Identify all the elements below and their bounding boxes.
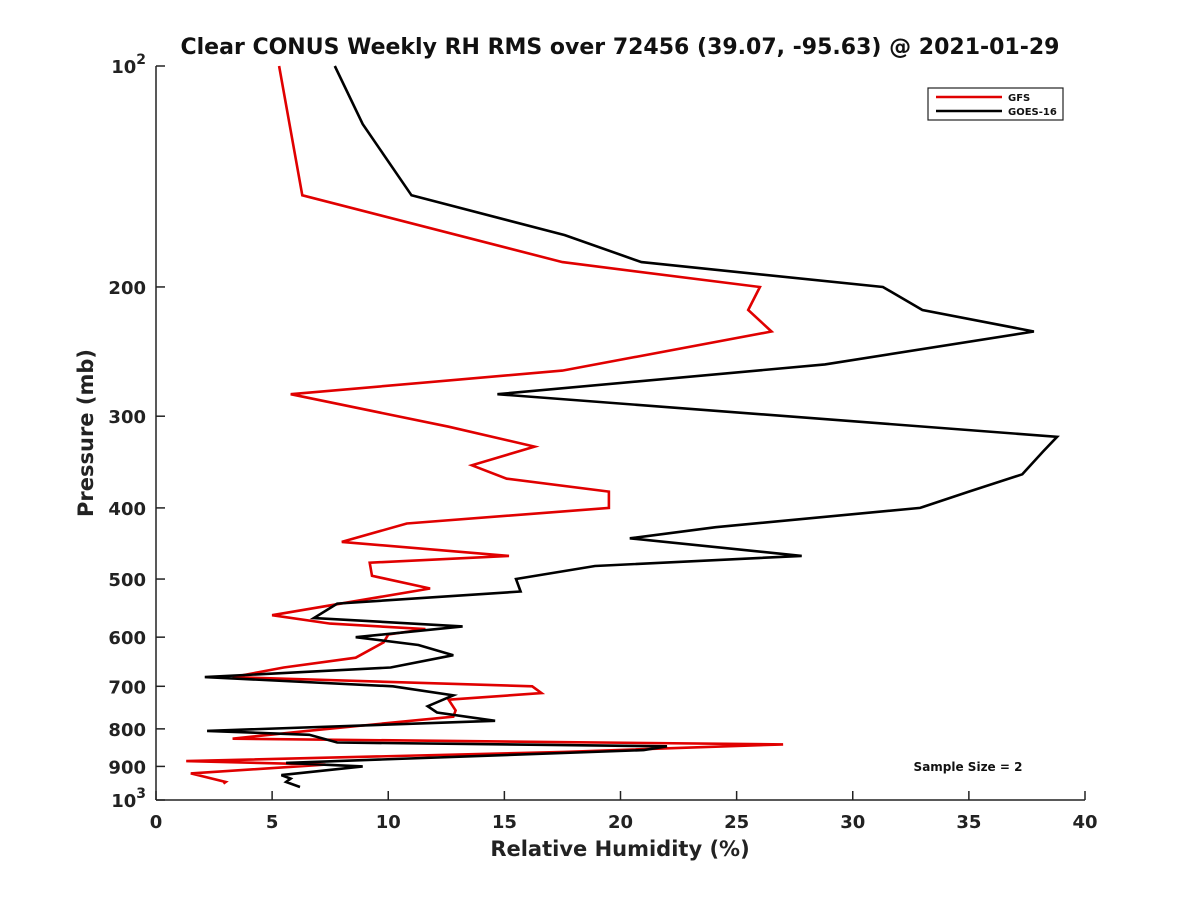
y-tick-exponent: 3 (136, 786, 146, 802)
x-tick-label: 35 (956, 812, 981, 833)
x-tick-label: 25 (724, 812, 749, 833)
x-tick-label: 10 (376, 812, 401, 833)
x-axis-ticks: 0 5 10 15 20 25 30 35 40 (150, 791, 1098, 833)
chart-title: Clear CONUS Weekly RH RMS over 72456 (39… (181, 35, 1060, 60)
y-tick-label: 102 (111, 52, 146, 78)
x-tick-label: 40 (1072, 812, 1097, 833)
x-tick-label: 0 (150, 812, 163, 833)
y-tick-label: 700 (108, 677, 146, 698)
y-tick-label: 400 (108, 499, 146, 520)
x-tick-label: 15 (492, 812, 517, 833)
y-tick-label: 300 (108, 407, 146, 428)
x-tick-label: 5 (266, 812, 279, 833)
y-tick-label: 500 (108, 570, 146, 591)
legend: GFS GOES-16 (927, 87, 1064, 121)
y-tick-label: 900 (108, 757, 146, 778)
y-tick-base: 10 (111, 57, 136, 78)
plot-area: 0 5 10 15 20 25 30 35 40 10220030040050060070080… (108, 52, 1097, 833)
y-tick-exponent: 2 (136, 52, 146, 68)
legend-label-gfs: GFS (1008, 93, 1030, 104)
x-axis-label: Relative Humidity (%) (490, 837, 749, 861)
series-line-goes16 (204, 65, 1060, 789)
x-tick-label: 20 (608, 812, 633, 833)
legend-label-goes16: GOES-16 (1008, 107, 1057, 118)
series-layer (186, 65, 1060, 789)
sample-size-annotation: Sample Size = 2 (914, 760, 1023, 774)
y-tick-label: 800 (108, 720, 146, 741)
y-tick-base: 10 (111, 791, 136, 812)
y-tick-label: 103 (111, 786, 146, 812)
series-line-gfs (186, 65, 784, 785)
y-axis-label: Pressure (mb) (74, 349, 98, 517)
x-tick-label: 30 (840, 812, 865, 833)
y-tick-label: 600 (108, 628, 146, 649)
y-tick-label: 200 (108, 278, 146, 299)
legend-box (927, 87, 1064, 121)
